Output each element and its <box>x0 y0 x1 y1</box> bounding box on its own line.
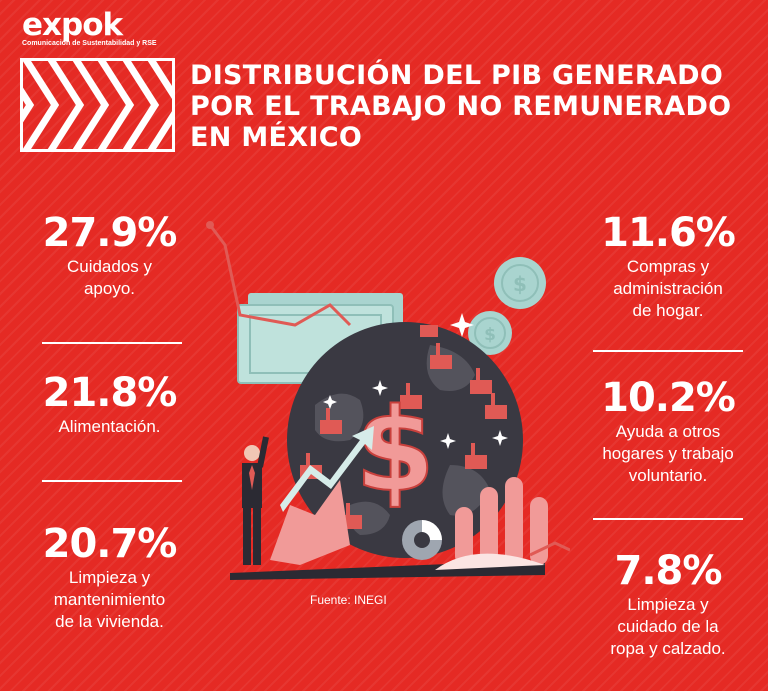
stat-label-line: de la vivienda. <box>55 612 164 631</box>
stat-label-line: apoyo. <box>83 279 136 298</box>
stat-value: 10.2% <box>601 375 736 421</box>
stat-label-line: Limpieza y <box>68 568 151 587</box>
stat-label-line: Alimentación. <box>58 417 161 436</box>
trend-arrow-icon <box>280 426 374 512</box>
stat-label-line: administración <box>613 279 723 298</box>
stat-label-line: de hogar. <box>632 301 704 320</box>
stat-ayuda: 10.2% Ayuda a otros hogares y trabajo vo… <box>583 375 753 487</box>
stat-cuidados: 27.9% Cuidados y apoyo. <box>22 210 197 300</box>
divider <box>593 350 743 352</box>
title-line-1: DISTRIBUCIÓN DEL PIB GENERADO <box>190 60 724 91</box>
dollar-icon: $ <box>355 384 435 518</box>
businessman-icon <box>242 436 269 565</box>
svg-text:$: $ <box>513 272 527 296</box>
coin-icon: $ <box>494 257 546 309</box>
brand-tagline: Comunicación de Sustentabilidad y RSE <box>22 40 157 47</box>
stat-label-line: Cuidados y <box>66 257 153 276</box>
stat-value: 27.9% <box>42 210 178 256</box>
stat-label-line: Limpieza y <box>627 595 709 614</box>
svg-text:$: $ <box>484 325 496 345</box>
stat-label-line: Ayuda a otros <box>615 422 721 441</box>
stat-value: 7.8% <box>614 548 723 594</box>
coin-icon: $ <box>468 311 512 355</box>
stat-limpieza-ropa: 7.8% Limpieza y cuidado de la ropa y cal… <box>583 548 753 660</box>
title-line-2: POR EL TRABAJO NO REMUNERADO <box>190 91 732 122</box>
illustration: $ $ $ <box>206 221 570 580</box>
divider <box>593 518 743 520</box>
stat-value: 20.7% <box>42 521 178 567</box>
stat-value: 11.6% <box>601 210 736 256</box>
chevron-pattern-icon <box>20 58 175 152</box>
stat-limpieza-vivienda: 20.7% Limpieza y mantenimiento de la viv… <box>22 521 197 633</box>
title-line-3: EN MÉXICO <box>190 122 363 153</box>
stat-label-line: mantenimiento <box>53 590 166 609</box>
divider <box>42 342 182 344</box>
brand-name: expok <box>22 7 123 43</box>
stat-alimentacion: 21.8% Alimentación. <box>22 370 197 438</box>
stat-label-line: hogares y trabajo <box>602 444 734 463</box>
stat-value: 21.8% <box>42 370 178 416</box>
divider <box>42 480 182 482</box>
stat-label-line: Compras y <box>626 257 710 276</box>
page-title: DISTRIBUCIÓN DEL PIB GENERADO POR EL TRA… <box>190 60 750 153</box>
stat-label-line: ropa y calzado. <box>610 639 726 658</box>
donut-chart-icon <box>402 520 442 560</box>
stat-label-line: cuidado de la <box>617 617 719 636</box>
stat-compras: 11.6% Compras y administración de hogar. <box>583 210 753 322</box>
stat-label-line: voluntario. <box>628 466 708 485</box>
source-note: Fuente: INEGI <box>310 593 387 607</box>
brand-logo: expok Comunicación de Sustentabilidad y … <box>22 8 157 47</box>
